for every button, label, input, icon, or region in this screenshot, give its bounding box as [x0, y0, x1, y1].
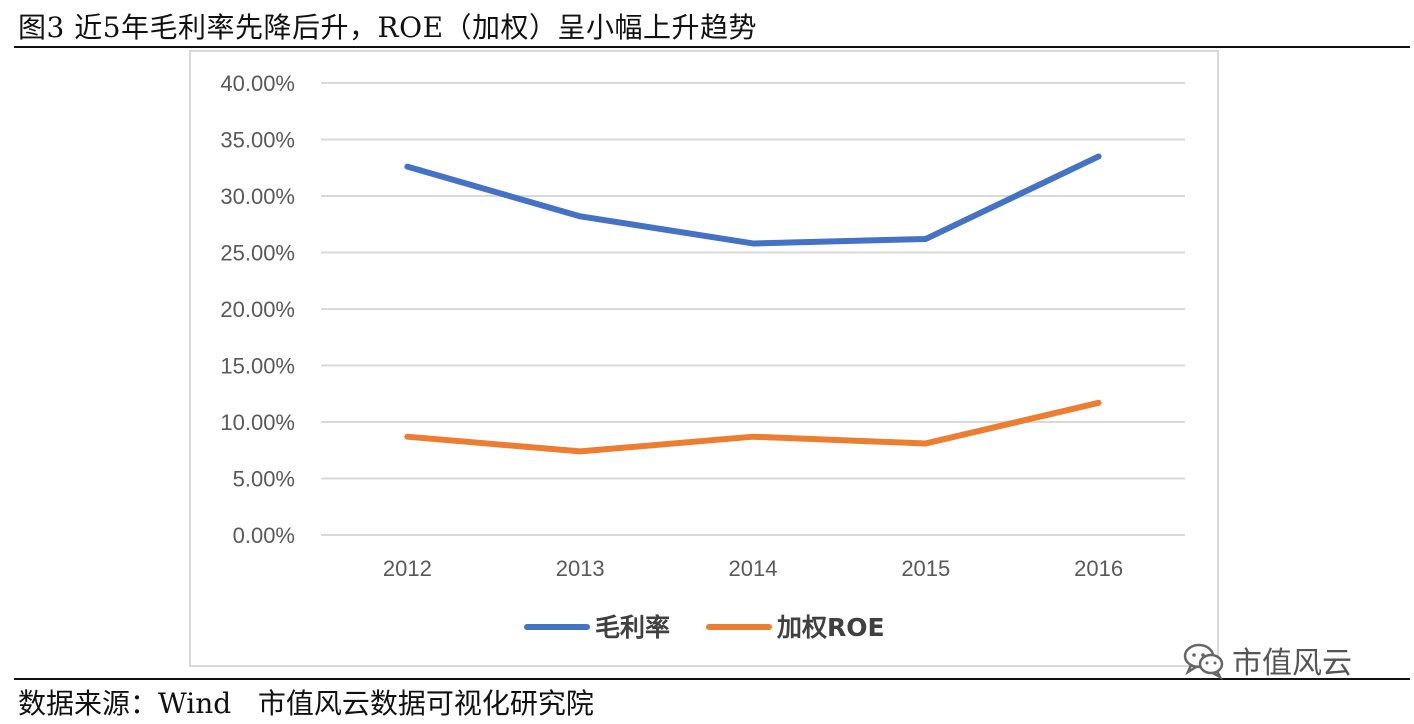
legend-label-2: 加权ROE [776, 613, 885, 642]
x-tick-label: 2014 [729, 556, 778, 581]
y-tick-label: 15.00% [220, 354, 295, 379]
x-tick-label: 2013 [556, 556, 605, 581]
data-source-note: 数据来源：Wind 市值风云数据可视化研究院 [18, 687, 594, 720]
y-tick-label: 30.00% [220, 184, 295, 209]
x-tick-label: 2016 [1074, 556, 1123, 581]
y-tick-label: 35.00% [220, 128, 295, 153]
watermark: 市值风云 [1182, 640, 1352, 681]
bottom-rule [14, 678, 1410, 680]
chart-frame: 0.00% 5.00% 10.00% 15.00% 20.00% 25.00% 30.00%… [189, 50, 1219, 667]
x-tick-label: 2015 [901, 556, 950, 581]
y-tick-label: 20.00% [220, 297, 295, 322]
legend-label-1: 毛利率 [595, 613, 670, 642]
watermark-label: 市值风云 [1232, 646, 1352, 681]
y-tick-label: 40.00% [220, 71, 295, 96]
top-rule [14, 46, 1410, 48]
y-tick-label: 10.00% [220, 410, 295, 435]
chat-bubbles-icon [1183, 643, 1224, 680]
y-tick-label: 5.00% [233, 467, 295, 492]
x-tick-label: 2012 [383, 556, 432, 581]
y-tick-label: 0.00% [233, 523, 295, 548]
line-chart: 0.00% 5.00% 10.00% 15.00% 20.00% 25.00% 30.00%… [220, 71, 1185, 642]
series-line-2 [404, 399, 1102, 455]
y-tick-label: 25.00% [220, 241, 295, 266]
figure-title: 图3 近5年毛利率先降后升，ROE（加权）呈小幅上升趋势 [18, 11, 758, 44]
series-line-1 [404, 153, 1102, 247]
